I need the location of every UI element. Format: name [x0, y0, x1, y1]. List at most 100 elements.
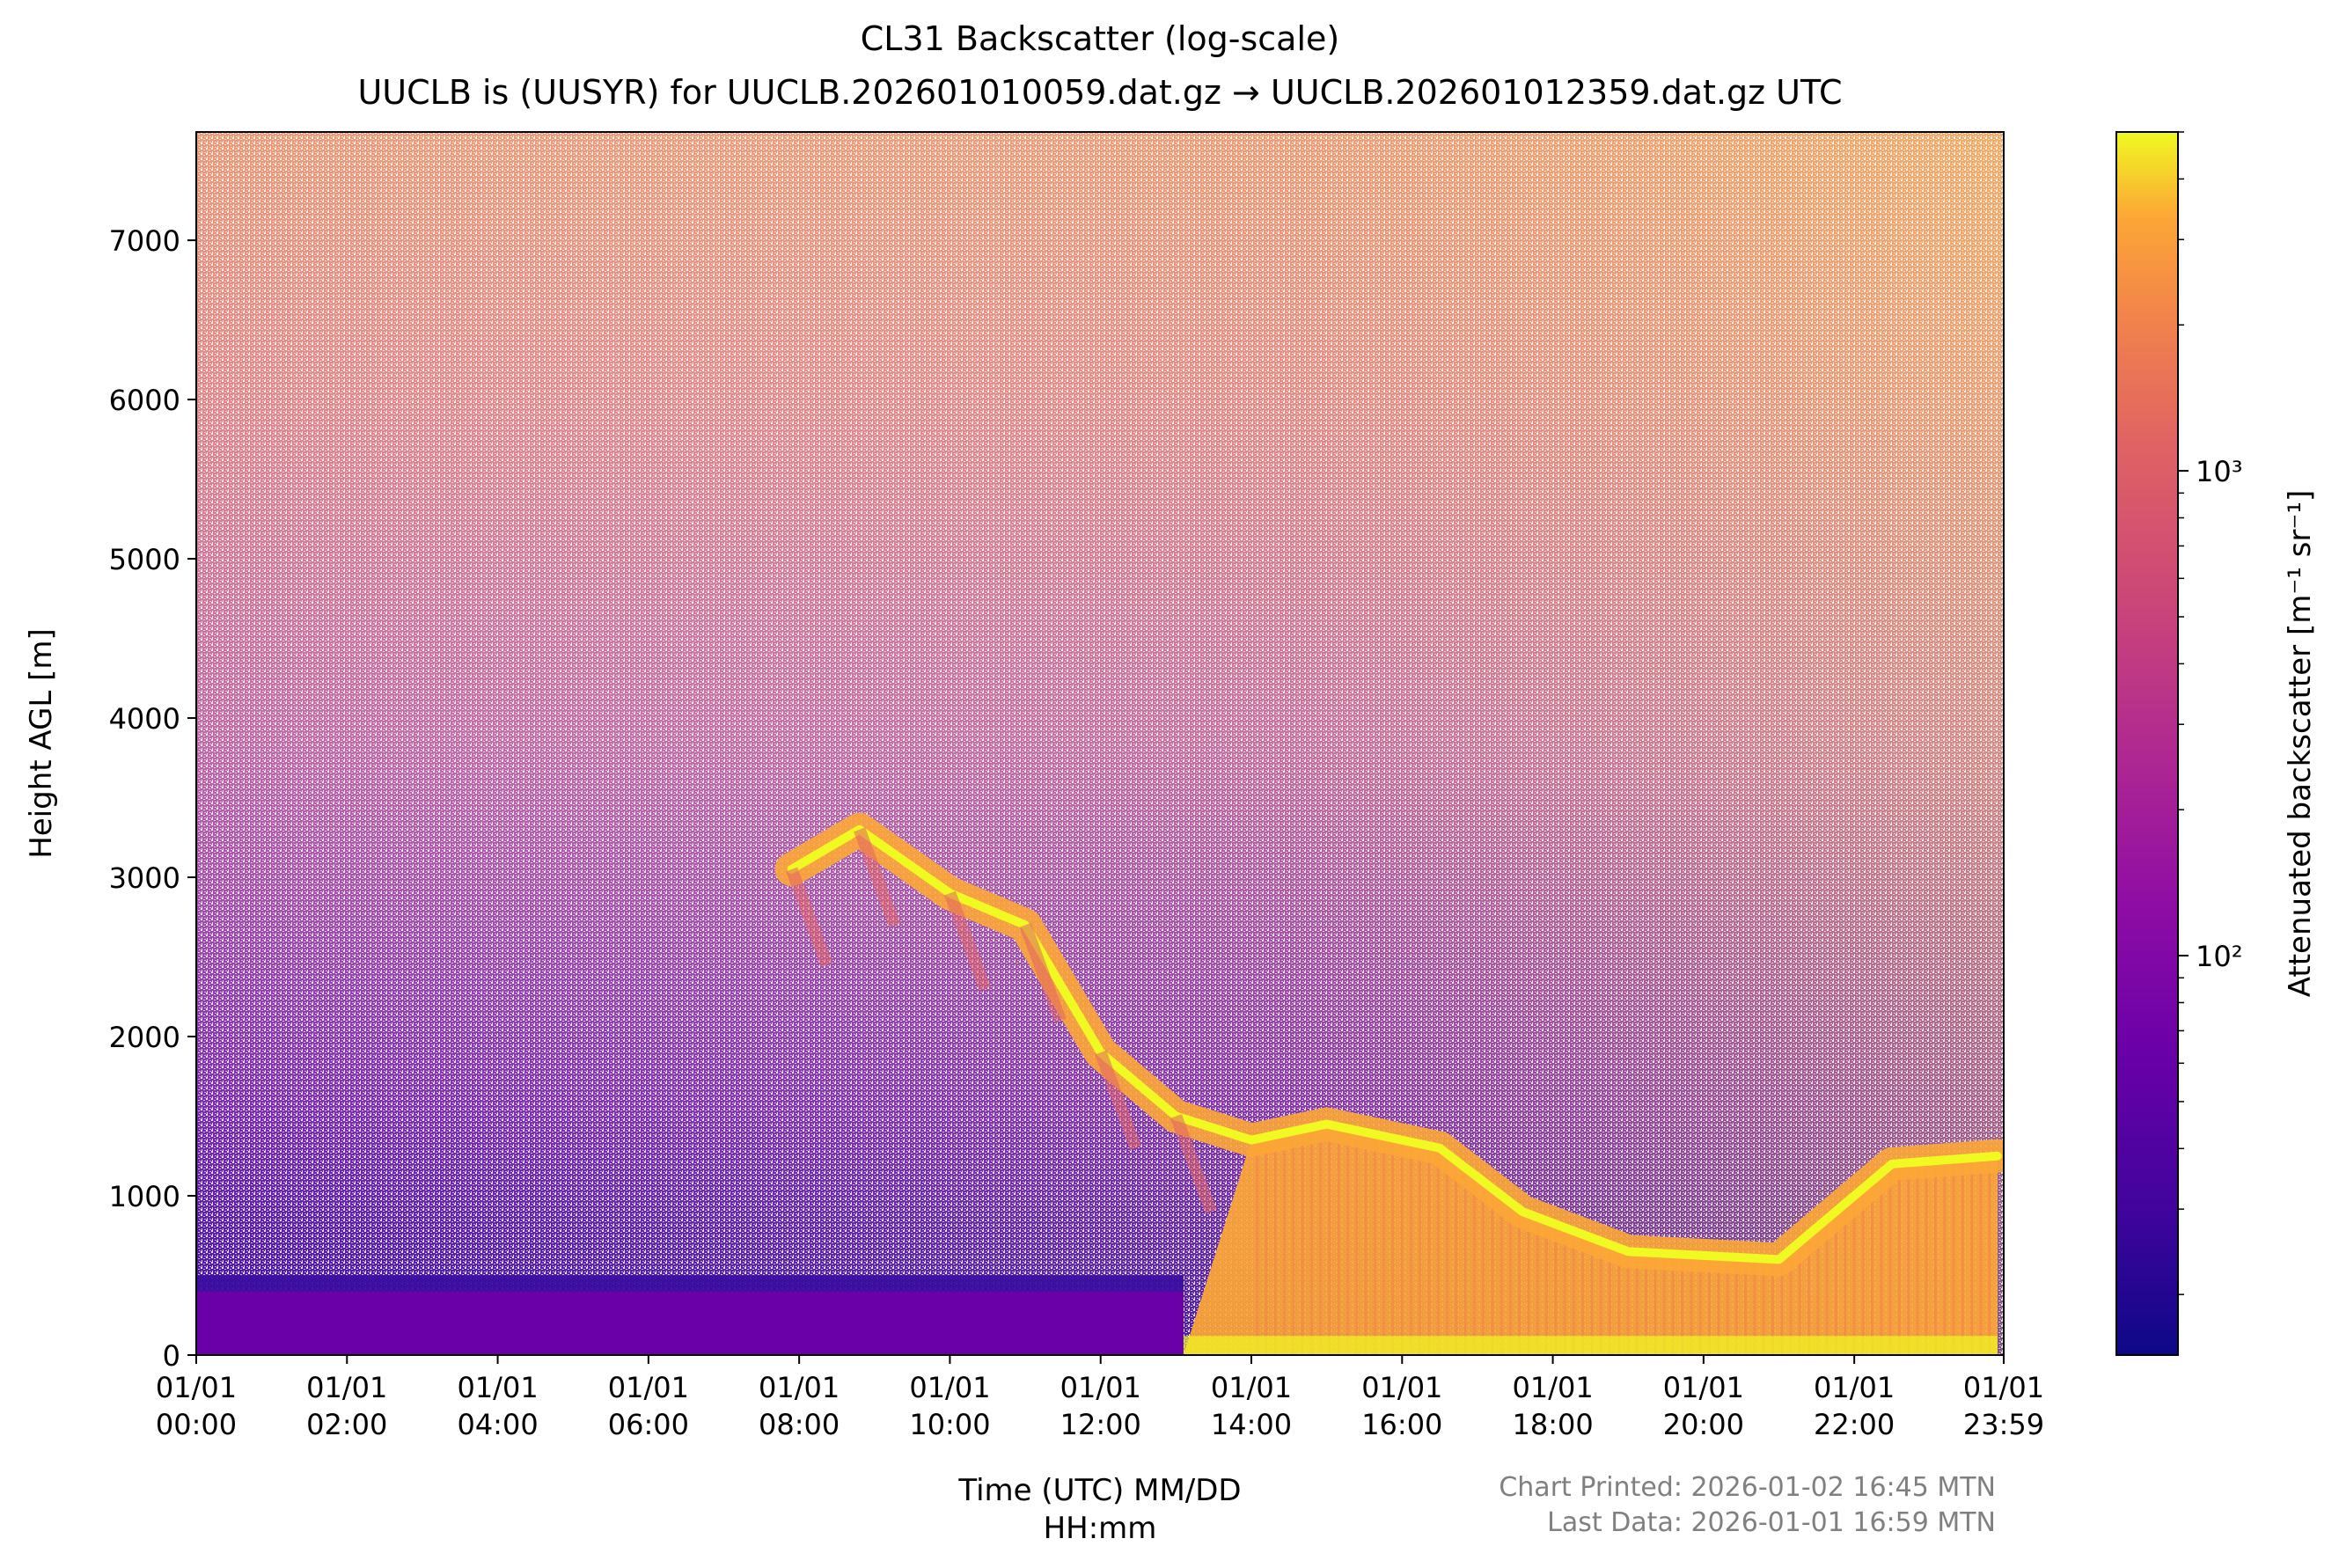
noise-texture	[196, 132, 2004, 1355]
x-tick-date: 01/01	[457, 1371, 538, 1404]
fall-streak	[854, 827, 901, 927]
precip-streak	[1762, 1258, 1765, 1355]
x-tick-date: 01/01	[1814, 1371, 1895, 1404]
precip-streak	[1364, 1132, 1367, 1355]
colorbar: 10² 10³ Attenuated backscatter [m⁻¹ sr⁻¹]	[2115, 131, 2318, 1356]
precip-streak	[1880, 1174, 1883, 1355]
x-tick-time: 16:00	[1361, 1408, 1442, 1441]
precip-streak	[1916, 1161, 1919, 1355]
x-tick-time: 08:00	[759, 1408, 840, 1441]
precip-streak	[1382, 1135, 1386, 1355]
precip-streak	[1753, 1257, 1756, 1355]
precip-streak	[1499, 1194, 1503, 1355]
precip-streak	[1681, 1254, 1684, 1355]
x-tick-date: 01/01	[759, 1371, 840, 1404]
precip-streak	[1282, 1133, 1286, 1355]
x-tick-date: 01/01	[1512, 1371, 1593, 1404]
precip-streak	[1445, 1152, 1448, 1355]
precip-streak	[1888, 1166, 1892, 1355]
precip-streak	[1319, 1125, 1323, 1355]
precip-streak	[1400, 1139, 1404, 1355]
precip-streak	[1536, 1216, 1539, 1355]
chart-printed-note: Chart Printed: 2026-01-02 16:45 MTN	[1499, 1472, 1996, 1503]
precip-streak	[1472, 1173, 1476, 1355]
precip-streak	[1436, 1147, 1440, 1355]
precip-streak	[1816, 1227, 1820, 1355]
precip-streak	[1554, 1223, 1558, 1355]
precip-streak	[1734, 1257, 1738, 1355]
precip-streak	[1518, 1208, 1521, 1355]
y-tick-label: 7000	[109, 224, 180, 258]
precip-streak	[1952, 1159, 1955, 1355]
precip-streak	[1355, 1130, 1359, 1355]
precip-streak	[1798, 1242, 1801, 1355]
fall-streak	[786, 867, 833, 967]
precip-streak	[1292, 1131, 1295, 1355]
precip-streak	[1852, 1197, 1856, 1355]
x-tick-time: 00:00	[156, 1408, 237, 1441]
precip-streak	[1482, 1180, 1485, 1355]
precip-streak	[1988, 1156, 1991, 1355]
precip-streak	[1309, 1127, 1313, 1355]
plot-area	[196, 132, 2004, 1355]
x-tick-date: 01/01	[1361, 1371, 1442, 1404]
y-tick-label: 1000	[109, 1180, 180, 1213]
precip-streak	[1563, 1227, 1566, 1355]
y-tick-label: 5000	[109, 543, 180, 576]
y-tick-label: 4000	[109, 702, 180, 736]
precip-streak	[1626, 1250, 1630, 1355]
precip-streak	[1662, 1253, 1666, 1355]
y-tick-label: 0	[163, 1339, 180, 1373]
y-tick-label: 3000	[109, 861, 180, 895]
x-axis: 01/01 00:00 01/01 02:00 01/01 04:00 01/01 06:00…	[156, 1355, 2044, 1441]
precip-streak	[1708, 1256, 1712, 1355]
precip-streak	[1653, 1252, 1657, 1355]
precip-streak	[1825, 1220, 1829, 1355]
precip-streak	[1617, 1247, 1621, 1355]
precip-streak	[1463, 1166, 1467, 1355]
precip-streak	[1527, 1213, 1530, 1355]
colorbar-label: Attenuated backscatter [m⁻¹ sr⁻¹]	[2283, 490, 2318, 998]
near-surface-layer	[196, 1291, 1184, 1355]
precip-streak	[1690, 1255, 1693, 1355]
precip-streak	[1698, 1255, 1702, 1355]
precip-streak	[1925, 1161, 1928, 1355]
precip-streak	[1608, 1243, 1611, 1355]
precip-streak	[1861, 1189, 1865, 1355]
x-tick-date: 01/01	[1211, 1371, 1292, 1404]
precip-streak	[1345, 1128, 1349, 1355]
x-tick-date: 01/01	[306, 1371, 387, 1404]
precip-streak	[1943, 1160, 1947, 1355]
y-tick-label: 6000	[109, 384, 180, 417]
fall-streak	[1019, 922, 1067, 1023]
colorbar-tick-label: 10³	[2196, 455, 2243, 488]
precip-streak	[1671, 1253, 1675, 1355]
fall-streak	[1170, 1114, 1217, 1214]
precip-streak	[1328, 1124, 1331, 1355]
precip-streak	[1834, 1212, 1837, 1355]
precip-streak	[1979, 1157, 1983, 1355]
x-tick-time: 02:00	[306, 1408, 387, 1441]
precip-streak	[1744, 1257, 1748, 1355]
precip-streak	[1391, 1138, 1395, 1355]
x-tick-date: 01/01	[1663, 1371, 1744, 1404]
y-axis-label: Height AGL [m]	[24, 628, 59, 859]
precip-streak	[1337, 1126, 1340, 1355]
precip-streak	[1897, 1163, 1901, 1355]
precip-streak	[1590, 1237, 1594, 1355]
precip-streak	[1844, 1205, 1847, 1355]
precip-streak	[1427, 1145, 1431, 1355]
precip-streak	[1807, 1235, 1811, 1355]
precip-streak	[1933, 1161, 1937, 1355]
chart-subtitle: UUCLB is (UUSYR) for UUCLB.202601010059.…	[357, 73, 1842, 112]
x-tick-date: 01/01	[156, 1371, 237, 1404]
y-tick-label: 2000	[109, 1021, 180, 1054]
y-axis: 0 1000 2000 3000 4000 5000 6000 7000	[109, 224, 196, 1373]
chart-title: CL31 Backscatter (log-scale)	[861, 19, 1339, 58]
x-tick-date: 01/01	[608, 1371, 689, 1404]
colorbar-tick-label: 10²	[2196, 940, 2243, 973]
x-tick-time: 18:00	[1512, 1408, 1593, 1441]
precip-streak	[1265, 1137, 1268, 1355]
precip-streak	[1256, 1139, 1259, 1355]
precip-streak	[1581, 1234, 1585, 1355]
